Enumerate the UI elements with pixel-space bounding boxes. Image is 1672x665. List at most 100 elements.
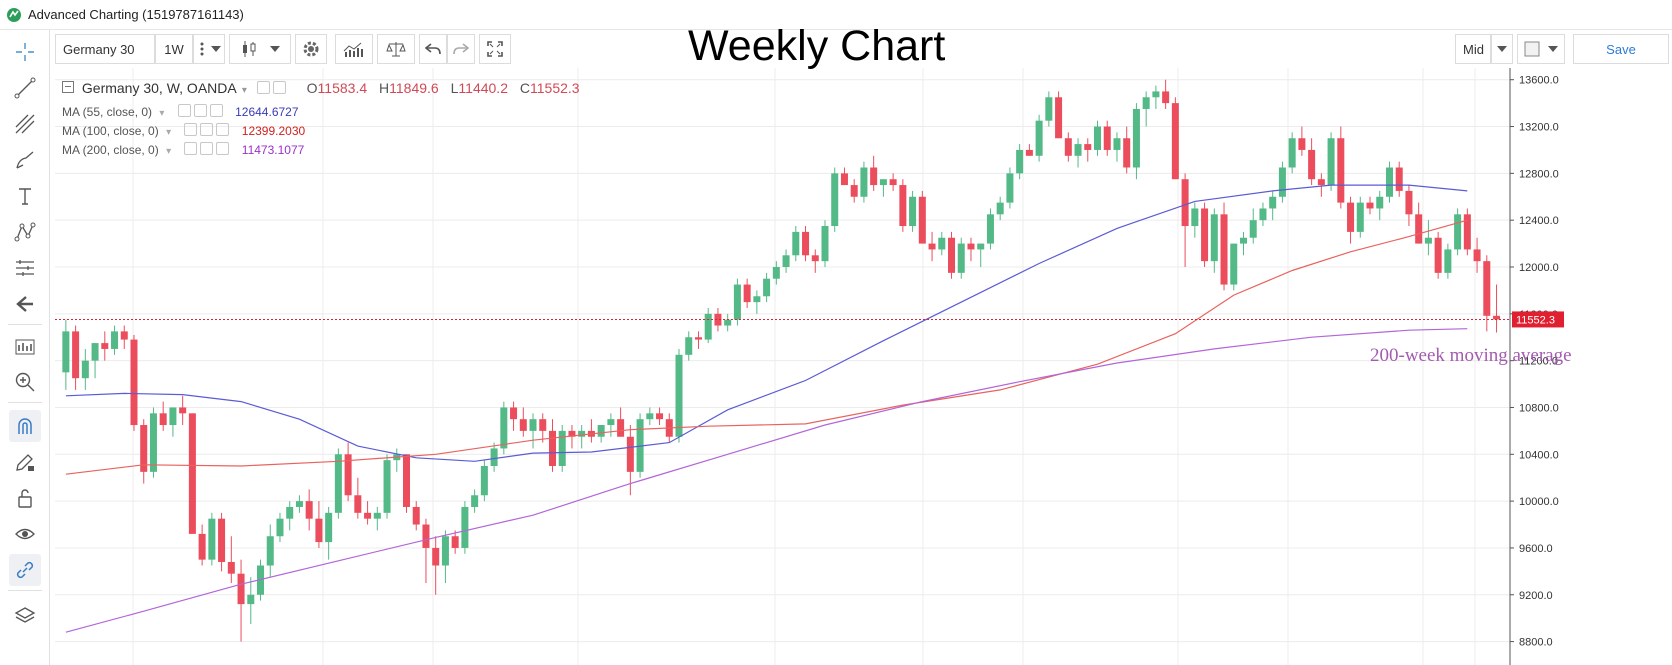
candle-body	[1473, 249, 1481, 262]
gear-icon[interactable]	[272, 81, 286, 94]
candle-body	[1337, 138, 1345, 203]
chevron-down-icon[interactable]: ▾	[166, 127, 172, 138]
chevron-down-icon	[1548, 46, 1558, 52]
candle-body	[179, 407, 187, 414]
visibility-icon[interactable]	[177, 104, 191, 117]
candle-body	[928, 243, 936, 250]
top-toolbar: Germany 30 1W Mid Save	[55, 32, 1672, 67]
chart-type-button[interactable]	[229, 34, 291, 64]
indicators-button[interactable]	[335, 34, 373, 64]
lock-drawings-tool[interactable]	[9, 482, 41, 514]
compare-button[interactable]	[377, 34, 415, 64]
fullscreen-button[interactable]	[479, 34, 511, 64]
pattern-icon	[14, 222, 36, 242]
close-icon[interactable]	[216, 142, 230, 155]
symbol-search-input[interactable]: Germany 30	[55, 34, 155, 64]
candlestick-series	[62, 79, 1501, 642]
indicator-label[interactable]: MA (200, close, 0)	[62, 143, 159, 157]
candle-body	[1045, 97, 1053, 121]
candle-body	[558, 430, 566, 466]
visibility-icon[interactable]	[256, 81, 270, 94]
settings-button[interactable]	[295, 34, 327, 64]
interval-button[interactable]: 1W	[155, 34, 193, 64]
collapse-legend-icon[interactable]	[62, 81, 74, 93]
chevron-down-icon	[1497, 46, 1507, 52]
link-icon	[16, 561, 34, 579]
redo-button[interactable]	[447, 34, 475, 64]
candle-body	[490, 448, 498, 466]
gear-icon[interactable]	[200, 142, 214, 155]
chevron-down-icon[interactable]: ▾	[159, 108, 165, 119]
gear-icon[interactable]	[200, 123, 214, 136]
close-icon[interactable]	[209, 104, 223, 117]
candle-body	[1249, 220, 1257, 238]
candle-body	[607, 419, 615, 426]
candle-body	[1074, 144, 1082, 156]
pattern-tool[interactable]	[9, 216, 41, 248]
text-icon	[19, 188, 31, 205]
close-icon[interactable]	[216, 123, 230, 136]
object-tree-tool[interactable]	[9, 600, 41, 632]
candle-body	[802, 231, 810, 256]
visibility-icon[interactable]	[184, 142, 198, 155]
text-tool[interactable]	[9, 180, 41, 212]
candle-body	[909, 196, 917, 227]
candle-body	[636, 419, 644, 472]
chevron-down-icon	[211, 46, 221, 52]
candle-body	[539, 419, 547, 431]
indicator-label[interactable]: MA (100, close, 0)	[62, 124, 159, 138]
candle-body	[1424, 237, 1432, 244]
indicator-legend-ma100[interactable]: MA (100, close, 0) ▾ 12399.2030	[62, 123, 305, 138]
visibility-icon[interactable]	[184, 123, 198, 136]
candle-body	[500, 407, 508, 449]
candle-body	[870, 167, 878, 186]
candle-body	[1385, 167, 1393, 197]
indicator-legend-ma200[interactable]: MA (200, close, 0) ▾ 11473.1077	[62, 142, 304, 157]
window-titlebar: Advanced Charting (1519787161143)	[0, 0, 1672, 30]
hide-toolbar-button[interactable]	[9, 288, 41, 320]
save-button[interactable]: Save	[1573, 34, 1669, 64]
measure-tool[interactable]	[9, 252, 41, 284]
crosshair-tool[interactable]	[9, 36, 41, 68]
undo-button[interactable]	[419, 34, 447, 64]
candle-body	[519, 419, 527, 431]
more-vertical-icon	[200, 42, 204, 56]
magnet-tool[interactable]	[9, 410, 41, 442]
long-position-tool[interactable]	[9, 330, 41, 362]
candle-body	[1084, 144, 1092, 150]
price-chart[interactable]: 13600.013200.012800.012400.012000.011600…	[55, 68, 1667, 665]
candle-body	[1347, 202, 1355, 232]
candle-body	[1434, 237, 1442, 273]
interval-dropdown[interactable]	[193, 34, 225, 64]
hide-drawings-tool[interactable]	[9, 518, 41, 550]
candle-body	[1201, 208, 1209, 262]
axis-tick-label: 10800.0	[1519, 402, 1559, 414]
candle-body	[325, 512, 333, 543]
gear-icon[interactable]	[193, 104, 207, 117]
stay-in-drawing-tool[interactable]	[9, 446, 41, 478]
eye-icon	[15, 528, 35, 540]
close-label: C	[519, 80, 530, 96]
chevron-down-icon[interactable]: ▾	[166, 146, 172, 157]
candle-body	[1142, 97, 1150, 109]
chevron-down-icon[interactable]: ▾	[241, 85, 247, 96]
axis-tick-label: 8800.0	[1519, 637, 1553, 649]
brush-tool[interactable]	[9, 144, 41, 176]
candle-body	[626, 436, 634, 472]
indicator-legend-ma55[interactable]: MA (55, close, 0) ▾ 12644.6727	[62, 104, 299, 119]
candle-body	[1103, 126, 1111, 150]
layout-button[interactable]	[1517, 34, 1565, 64]
indicator-label[interactable]: MA (55, close, 0)	[62, 105, 153, 119]
fibonacci-tool[interactable]	[9, 108, 41, 140]
zoom-in-tool[interactable]	[9, 366, 41, 398]
price-type-dropdown[interactable]	[1491, 34, 1513, 64]
instrument-label[interactable]: Germany 30, W, OANDA	[81, 80, 236, 96]
candle-body	[1463, 214, 1471, 250]
price-type-button[interactable]: Mid	[1455, 34, 1491, 64]
trend-line-tool[interactable]	[9, 72, 41, 104]
candle-body	[1308, 149, 1316, 180]
candle-body	[1405, 190, 1413, 215]
indicators-icon	[343, 42, 363, 57]
candle-body	[1493, 315, 1501, 320]
sync-drawings-tool[interactable]	[9, 554, 41, 586]
